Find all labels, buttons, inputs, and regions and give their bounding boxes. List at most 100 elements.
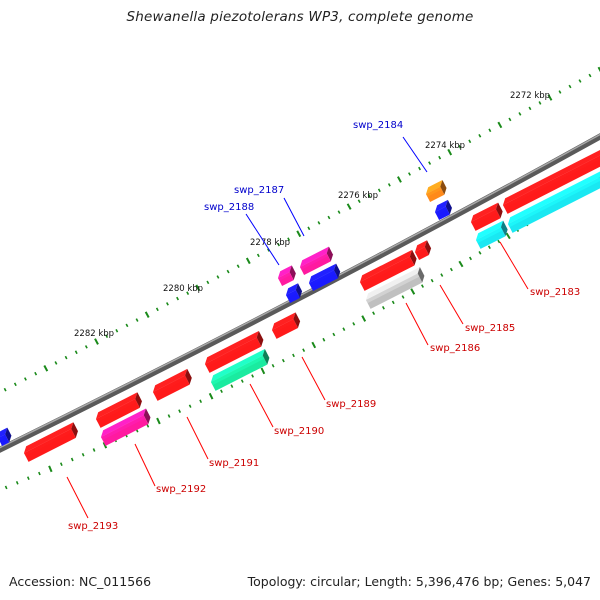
tick-mark xyxy=(317,221,321,225)
tick-mark xyxy=(367,194,371,198)
tick-mark xyxy=(23,377,27,381)
tick-mark xyxy=(220,389,223,393)
tick-mark xyxy=(186,291,190,295)
gene-block-swp-2186a[interactable] xyxy=(358,249,419,291)
tick-mark xyxy=(337,210,341,214)
gene-label-swp-2184[interactable]: swp_2184 xyxy=(353,120,403,131)
tick-mark xyxy=(322,337,326,342)
tick-mark xyxy=(296,230,302,238)
gene-block-swp-2193[interactable] xyxy=(22,422,80,462)
gene-block-swp-2188b[interactable] xyxy=(284,283,305,304)
accession-text: Accession: NC_011566 xyxy=(9,574,152,589)
tick-mark xyxy=(302,348,306,352)
gene-block-swp-2186[interactable] xyxy=(364,266,427,309)
leader-line xyxy=(439,284,464,325)
tick-mark xyxy=(518,112,522,116)
gene-label-swp-2185[interactable]: swp_2185 xyxy=(465,323,515,334)
tick-mark xyxy=(155,307,159,312)
leader-line xyxy=(245,213,280,266)
gene-block-swp-2187b[interactable] xyxy=(307,263,343,292)
gene-block-swp-2192[interactable] xyxy=(99,408,153,446)
gene-block-swp-2191[interactable] xyxy=(151,368,194,401)
tick-mark xyxy=(105,334,109,338)
kbp-label: 2278 kbp xyxy=(250,238,290,248)
tick-mark xyxy=(508,117,512,122)
tick-mark xyxy=(266,248,270,252)
tick-mark xyxy=(199,399,203,404)
tick-mark xyxy=(440,273,444,277)
tick-mark xyxy=(458,144,462,149)
tick-mark xyxy=(597,66,600,73)
genome-title: Shewanella piezotolerans WP3, complete g… xyxy=(126,9,474,25)
gene-label-swp-2191[interactable]: swp_2191 xyxy=(209,458,259,469)
leader-line xyxy=(249,383,274,428)
gene-block-swp-2183b[interactable] xyxy=(506,162,600,233)
gene-block-swp-2183d[interactable] xyxy=(474,220,510,249)
tick-mark xyxy=(528,106,532,111)
tick-mark xyxy=(287,237,291,241)
tick-mark xyxy=(428,161,432,165)
leader-line xyxy=(405,302,429,346)
tick-mark xyxy=(361,315,367,322)
gene-label-swp-2187[interactable]: swp_2187 xyxy=(234,185,284,196)
gene-label-swp-2183[interactable]: swp_2183 xyxy=(530,287,580,298)
tick-mark xyxy=(381,306,385,310)
gene-block-swp-2183[interactable] xyxy=(501,143,600,214)
tick-mark xyxy=(327,215,331,220)
tick-mark xyxy=(48,465,53,473)
tick-mark xyxy=(421,284,424,288)
gene-block-swp-2190a[interactable] xyxy=(203,330,266,373)
tick-mark xyxy=(59,462,63,467)
tick-mark xyxy=(208,392,214,400)
tick-mark xyxy=(43,365,49,372)
tick-mark xyxy=(478,250,482,255)
gene-block-swp-2183c[interactable] xyxy=(469,202,505,231)
tick-mark xyxy=(468,139,472,144)
gene-block-swp-2190[interactable] xyxy=(209,348,272,391)
tick-mark xyxy=(206,280,210,285)
tick-mark xyxy=(226,269,230,274)
tick-mark xyxy=(165,302,169,306)
tick-mark xyxy=(240,379,244,383)
tick-mark xyxy=(144,311,150,318)
tick-mark xyxy=(84,345,88,349)
tick-mark xyxy=(115,329,119,333)
kbp-label: 2272 kbp xyxy=(510,91,550,101)
gene-block-swp-2189[interactable] xyxy=(270,312,303,339)
tick-mark xyxy=(13,382,17,387)
tick-mark xyxy=(195,284,201,292)
gene-label-swp-2192[interactable]: swp_2192 xyxy=(156,484,206,495)
gene-block-swp-2184b[interactable] xyxy=(433,199,455,221)
gene-label-swp-2186[interactable]: swp_2186 xyxy=(430,343,480,354)
tick-mark xyxy=(277,242,281,247)
leader-line xyxy=(402,136,428,173)
leader-line xyxy=(301,356,326,401)
tick-mark xyxy=(176,296,180,301)
tick-mark xyxy=(430,278,434,283)
tick-mark xyxy=(568,84,572,89)
tick-mark xyxy=(372,311,376,315)
tick-mark xyxy=(391,300,395,305)
gene-block-swp-2184[interactable] xyxy=(424,180,449,203)
gene-block-swp-2188[interactable] xyxy=(276,265,298,287)
tick-mark xyxy=(469,256,472,261)
tick-mark xyxy=(230,384,234,388)
tick-mark xyxy=(260,367,266,375)
gene-label-swp-2189[interactable]: swp_2189 xyxy=(326,399,376,410)
gene-label-swp-2188[interactable]: swp_2188 xyxy=(204,202,254,213)
tick-mark xyxy=(332,332,336,337)
gene-block-swp-2185[interactable] xyxy=(413,240,434,261)
gene-block-swp-2187[interactable] xyxy=(298,246,336,276)
gene-block-edge[interactable] xyxy=(0,427,14,447)
tick-mark xyxy=(342,327,346,331)
tick-mark xyxy=(410,288,416,295)
tick-mark xyxy=(497,239,501,244)
gene-block-swp-2192a[interactable] xyxy=(94,392,144,428)
gene-label-swp-2193[interactable]: swp_2193 xyxy=(68,521,118,532)
tick-mark xyxy=(251,374,255,378)
tick-mark xyxy=(292,353,295,358)
tick-mark xyxy=(558,90,562,94)
gene-label-swp-2190[interactable]: swp_2190 xyxy=(274,426,324,437)
